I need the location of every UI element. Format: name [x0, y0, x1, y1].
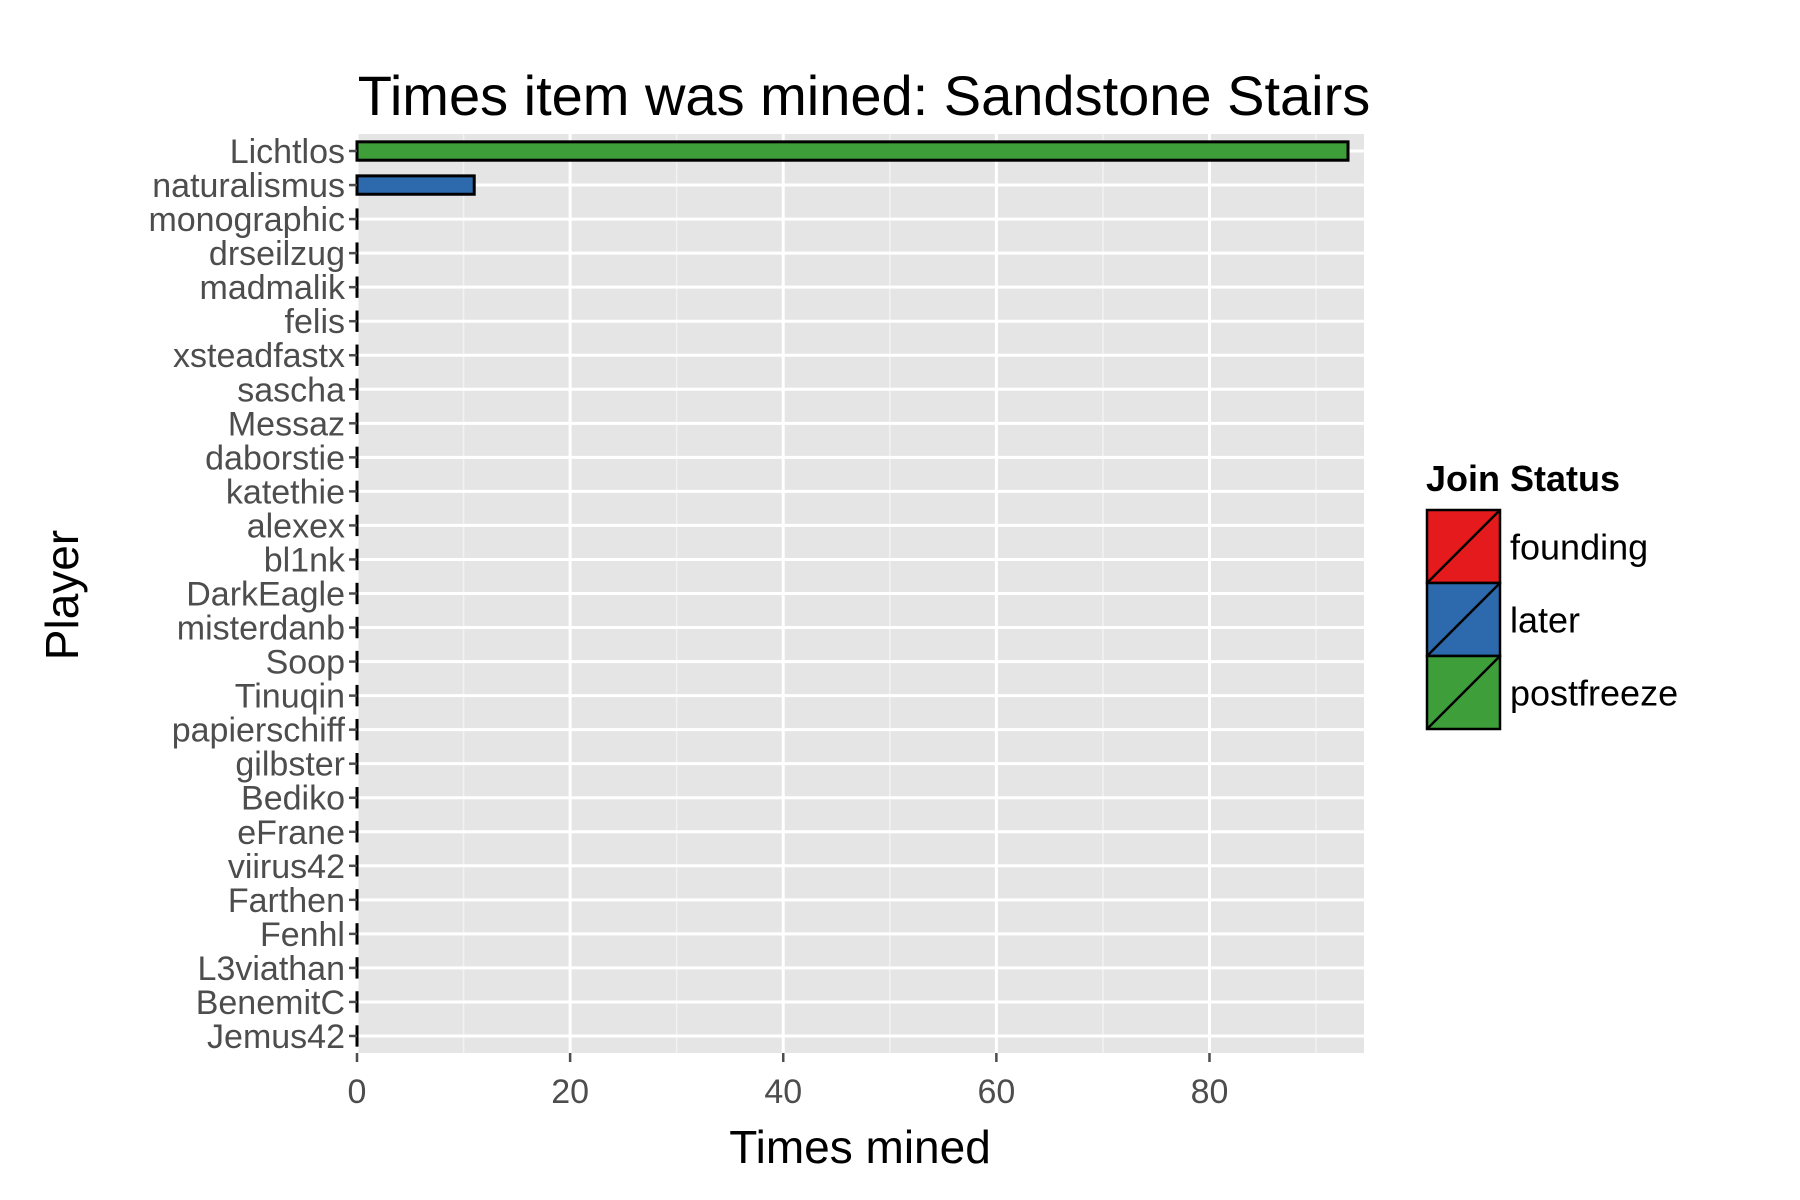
x-axis: 0 20 40 60 80	[348, 1053, 1229, 1111]
x-axis-title: Times mined	[729, 1121, 991, 1173]
y-tick-label: drseilzug	[209, 235, 345, 273]
legend-title: Join Status	[1426, 458, 1620, 499]
y-tick-label: felis	[285, 303, 345, 341]
y-tick-label: Lichtlos	[230, 133, 345, 171]
y-tick-label: viirus42	[228, 848, 345, 886]
x-tick-label: 20	[551, 1073, 589, 1111]
y-tick-label: Soop	[266, 644, 345, 682]
legend-key-slash	[1426, 655, 1501, 730]
y-tick-label: misterdanb	[177, 610, 345, 648]
y-tick-label: L3viathan	[198, 950, 345, 988]
y-tick-label: gilbster	[235, 746, 345, 784]
y-tick-label: xsteadfastx	[173, 337, 345, 375]
legend-label: postfreeze	[1510, 673, 1678, 714]
y-tick-label: Bediko	[241, 780, 345, 818]
legend-key-slash	[1426, 509, 1501, 584]
y-tick-label: Messaz	[228, 405, 345, 443]
y-tick-label: alexex	[247, 507, 345, 545]
chart-title: Times item was mined: Sandstone Stairs	[358, 64, 1371, 127]
y-tick-label: Fenhl	[260, 916, 345, 954]
y-tick-label: BenemitC	[196, 984, 345, 1022]
y-tick-label: daborstie	[205, 439, 345, 477]
x-tick-label: 40	[764, 1073, 802, 1111]
y-tick-label: katethie	[226, 473, 345, 511]
y-tick-label: papierschiff	[172, 712, 346, 750]
y-tick-label: Farthen	[228, 882, 345, 920]
y-tick-label: sascha	[237, 371, 345, 409]
y-tick-label: Jemus42	[207, 1018, 345, 1056]
y-tick-label: madmalik	[200, 269, 346, 307]
legend-label: founding	[1510, 527, 1648, 568]
bar	[355, 174, 476, 196]
x-tick-label: 60	[977, 1073, 1015, 1111]
y-tick-label: DarkEagle	[186, 576, 345, 614]
y-tick-label: monographic	[148, 201, 345, 239]
y-tick-label: naturalismus	[152, 167, 345, 205]
y-axis: Lichtlosnaturalismusmonographicdrseilzug…	[148, 133, 357, 1056]
y-tick-label: eFrane	[237, 814, 345, 852]
y-tick-label: bl1nk	[264, 541, 346, 579]
bar	[355, 140, 1350, 162]
x-tick-label: 80	[1191, 1073, 1229, 1111]
legend-key-slash	[1426, 582, 1501, 657]
y-tick-label: Tinuqin	[235, 678, 345, 716]
x-tick-label: 0	[348, 1073, 367, 1111]
legend: Join Status founding later postfreeze	[1425, 458, 1678, 731]
legend-label: later	[1510, 600, 1580, 641]
y-axis-title: Player	[36, 530, 88, 660]
